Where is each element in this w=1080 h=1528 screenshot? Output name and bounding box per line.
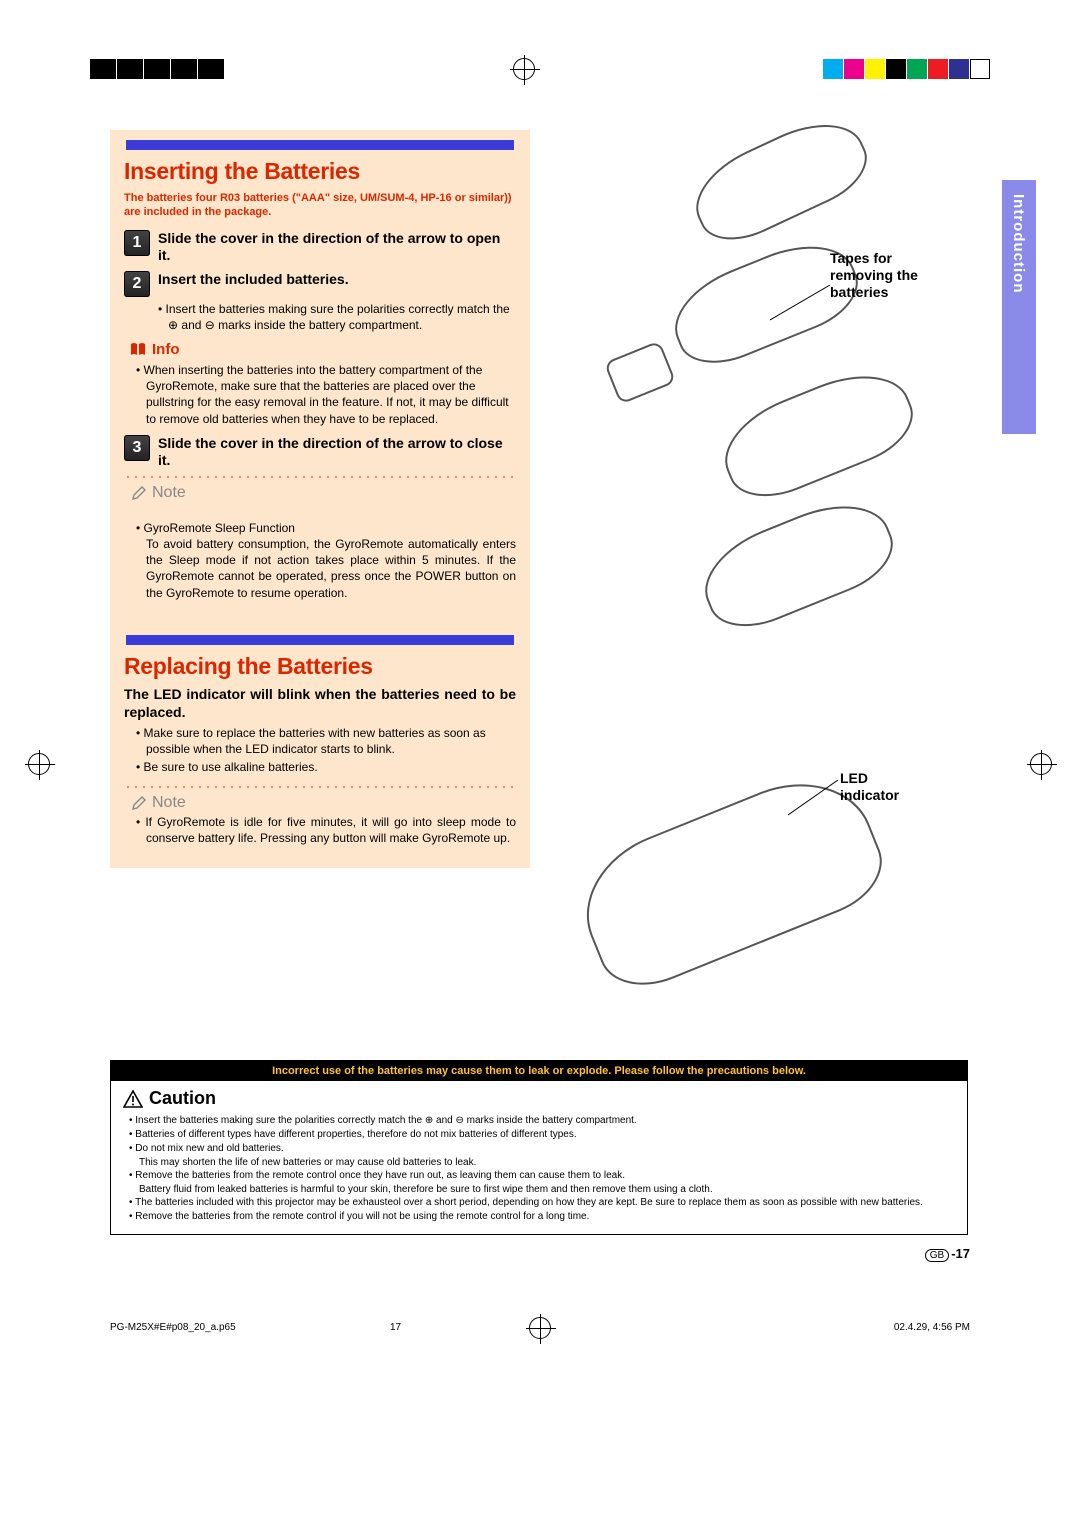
step-1-text: Slide the cover in the direction of the … [158,230,516,265]
step-2-details: Insert the batteries making sure the pol… [158,301,516,333]
remote-batteries-illustration [711,357,925,512]
step-3-text: Slide the cover in the direction of the … [158,435,516,470]
registration-mark-right [1030,753,1052,775]
note-2-bullet: If GyroRemote is idle for five minutes, … [136,814,516,846]
page-region-code: GB [925,1249,949,1262]
registration-mark-top [513,58,535,80]
step-number-3: 3 [124,435,150,461]
warning-triangle-icon [123,1090,143,1108]
led-callout-label: LED indicator [840,770,930,804]
step-3: 3 Slide the cover in the direction of th… [124,435,516,470]
info-label: Info [152,341,180,358]
remote-closing-illustration [691,487,905,642]
info-bullet: When inserting the batteries into the ba… [136,362,516,427]
footer-page-num: 17 [390,1322,401,1333]
battery-insert-illustration: Tapes for removing the batteries [550,130,970,640]
pencil-icon [130,484,148,502]
note-1-bullet: GyroRemote Sleep Function To avoid batte… [136,520,516,601]
step-1: 1 Slide the cover in the direction of th… [124,230,516,265]
step-2-text: Insert the included batteries. [158,271,349,297]
registration-bar-right [823,59,990,79]
page-number-value: -17 [951,1246,970,1261]
book-icon [130,342,146,356]
replacing-bullet-1: Make sure to replace the batteries with … [136,725,516,757]
registration-bar-left [90,59,224,79]
section-title-replacing: Replacing the Batteries [124,653,516,680]
dotted-divider-2 [124,784,516,788]
pencil-icon [130,794,148,812]
footer-filename: PG-M25X#E#p08_20_a.p65 [110,1322,236,1333]
note-heading-1: Note [130,484,516,502]
caution-title-text: Caution [149,1087,216,1110]
print-crop-marks [0,58,1080,80]
instructions-column: Inserting the Batteries The batteries fo… [110,130,530,868]
caution-subtext: This may shorten the life of new batteri… [139,1156,955,1169]
caution-subtext: Battery fluid from leaked batteries is h… [139,1183,955,1196]
note-1-details: GyroRemote Sleep Function To avoid batte… [136,504,516,619]
replacing-bullet-2: Be sure to use alkaline batteries. [136,759,516,775]
led-illustration-box: LED indicator [550,770,970,1030]
note-2-details: If GyroRemote is idle for five minutes, … [136,814,516,846]
illustration-column: Tapes for removing the batteries LED ind… [550,130,970,1040]
caution-item: Remove the batteries from the remote con… [129,1210,955,1223]
registration-mark-left [28,753,50,775]
step-2-bullet: Insert the batteries making sure the pol… [158,301,516,333]
callout-line [770,285,840,325]
caution-list: Insert the batteries making sure the pol… [129,1114,955,1223]
side-tab-label: Introduction [1010,194,1027,293]
tapes-callout-label: Tapes for removing the batteries [830,250,950,300]
battery-spec-text: The batteries four R03 batteries ("AAA" … [124,191,516,220]
caution-item: Remove the batteries from the remote con… [129,1169,955,1182]
step-2: 2 Insert the included batteries. [124,271,516,297]
info-details: When inserting the batteries into the ba… [136,362,516,427]
step-number-1: 1 [124,230,150,256]
remote-closed-illustration [682,106,879,255]
caution-item: Insert the batteries making sure the pol… [129,1114,955,1127]
registration-mark-bottom [529,1317,551,1339]
section-side-tab: Introduction [1002,180,1036,434]
cover-illustration [604,340,676,404]
footer-timestamp: 02.4.29, 4:56 PM [894,1322,970,1333]
caution-body: Caution Insert the batteries making sure… [111,1081,967,1234]
divider-bar-2 [126,635,514,645]
note-heading-2: Note [130,794,516,812]
step-number-2: 2 [124,271,150,297]
caution-item: Do not mix new and old batteries. [129,1142,955,1155]
note-label-1: Note [152,484,186,502]
caution-banner: Incorrect use of the batteries may cause… [111,1061,967,1081]
page-content: Introduction Inserting the Batteries The… [110,130,970,1360]
callout-line-led [788,780,848,820]
caution-title-row: Caution [123,1087,955,1110]
dotted-divider [124,474,516,478]
info-heading: Info [130,341,516,358]
page-number: GB-17 [925,1246,970,1262]
replacing-subtitle: The LED indicator will blink when the ba… [124,686,516,721]
caution-banner-text: Incorrect use of the batteries may cause… [272,1065,806,1077]
caution-item: The batteries included with this project… [129,1196,955,1209]
print-footer: PG-M25X#E#p08_20_a.p65 17 02.4.29, 4:56 … [110,1322,970,1333]
divider-bar [126,140,514,150]
caution-item: Batteries of different types have differ… [129,1128,955,1141]
section-title-inserting: Inserting the Batteries [124,158,516,185]
replacing-bullets: Make sure to replace the batteries with … [136,725,516,776]
caution-box: Incorrect use of the batteries may cause… [110,1060,968,1235]
note-label-2: Note [152,794,186,812]
